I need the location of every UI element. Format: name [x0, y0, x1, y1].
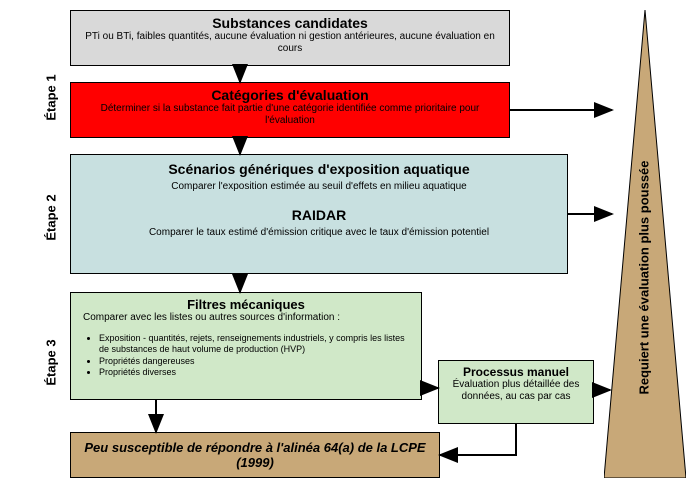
stage-3-label: Étape 3 — [44, 339, 59, 385]
box-scenarios-sub2: Comparer le taux estimé d'émission criti… — [77, 227, 561, 239]
bullet-item: Propriétés diverses — [99, 367, 415, 378]
box-scenarios-title2: RAIDAR — [77, 207, 561, 223]
box-filtres-bullets: Exposition - quantités, rejets, renseign… — [77, 333, 415, 378]
box-conclusion: Peu susceptible de répondre à l'alinéa 6… — [70, 432, 440, 478]
box-processus-sub: Évaluation plus détaillée des données, a… — [445, 379, 587, 403]
box-candidates: Substances candidates PTi ou BTi, faible… — [70, 10, 510, 66]
box-candidates-title: Substances candidates — [77, 15, 503, 31]
box-candidates-sub: PTi ou BTi, faibles quantités, aucune év… — [77, 31, 503, 55]
box-scenarios-title1: Scénarios génériques d'exposition aquati… — [77, 161, 561, 177]
box-processus: Processus manuel Évaluation plus détaill… — [438, 360, 594, 424]
box-categories: Catégories d'évaluation Déterminer si la… — [70, 82, 510, 138]
box-filtres-title: Filtres mécaniques — [77, 297, 415, 312]
box-categories-title: Catégories d'évaluation — [77, 87, 503, 103]
stage-1-label: Étape 1 — [44, 74, 59, 120]
box-filtres-intro: Comparer avec les listes ou autres sourc… — [77, 312, 415, 324]
box-conclusion-title: Peu susceptible de répondre à l'alinéa 6… — [77, 440, 433, 470]
triangle-evaluation: Requiert une évaluation plus poussée — [604, 10, 686, 478]
stage-2-label: Étape 2 — [44, 194, 59, 240]
box-processus-title: Processus manuel — [445, 365, 587, 379]
box-filtres: Filtres mécaniques Comparer avec les lis… — [70, 292, 422, 400]
box-scenarios-sub1: Comparer l'exposition estimée au seuil d… — [77, 181, 561, 193]
bullet-item: Exposition - quantités, rejets, renseign… — [99, 333, 415, 356]
box-scenarios: Scénarios génériques d'exposition aquati… — [70, 154, 568, 274]
a-proc-to-concl — [440, 424, 516, 455]
box-categories-sub: Déterminer si la substance fait partie d… — [77, 103, 503, 127]
triangle-label: Requiert une évaluation plus poussée — [637, 143, 652, 413]
bullet-item: Propriétés dangereuses — [99, 356, 415, 367]
